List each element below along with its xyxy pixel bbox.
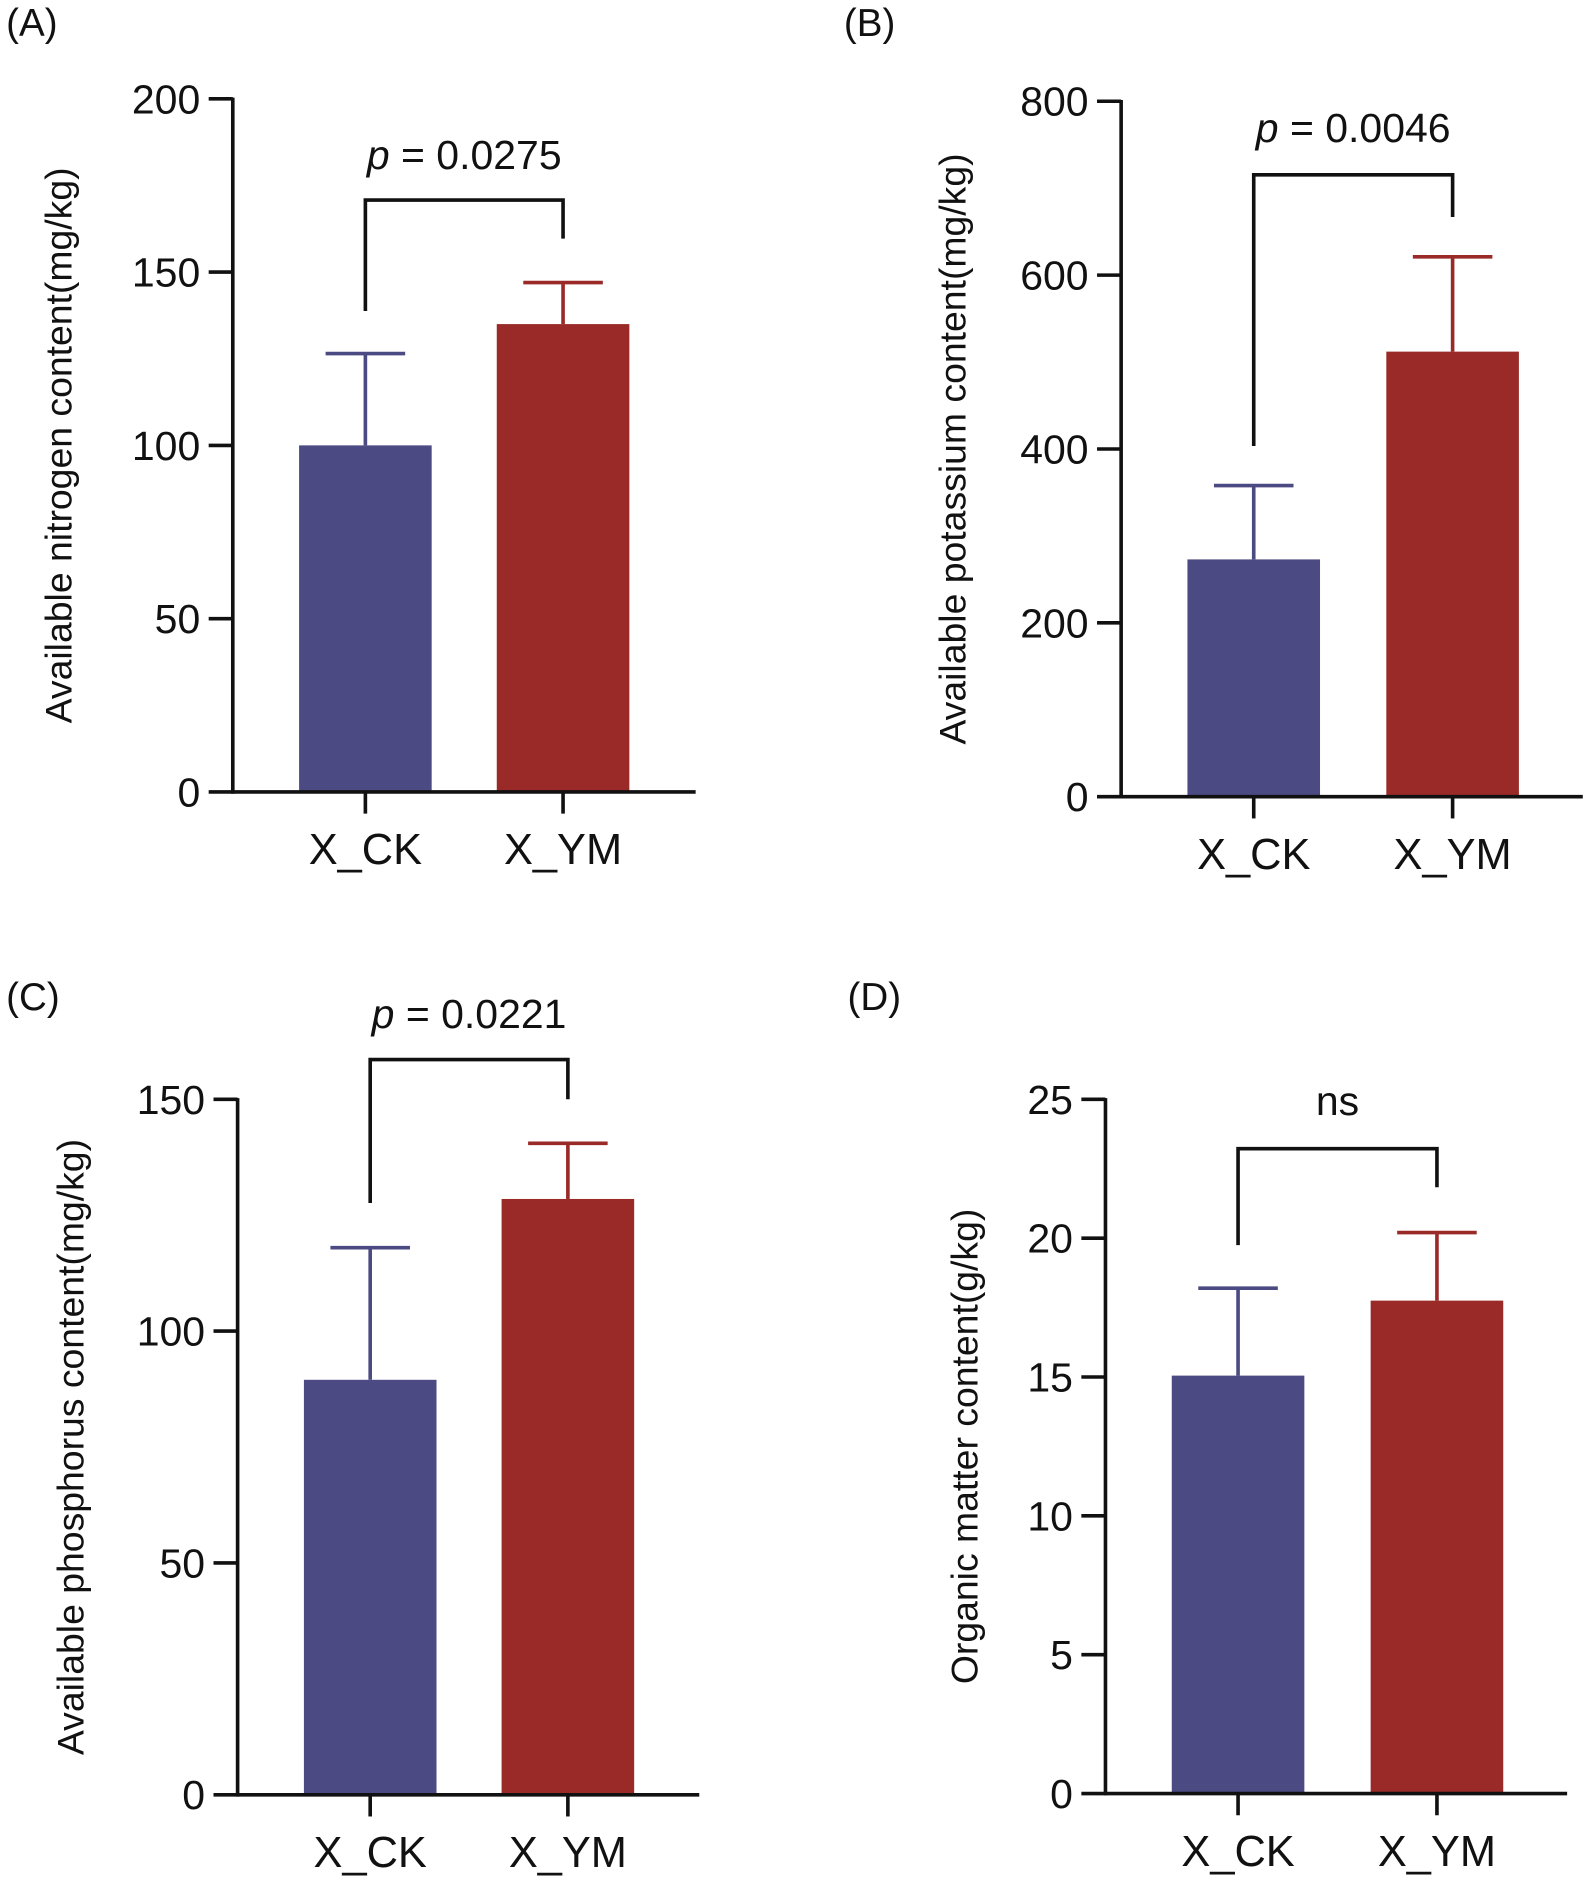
bar-X_CK bbox=[1171, 1375, 1305, 1794]
bar-X_CK bbox=[299, 445, 432, 792]
y-tick-label: 20 bbox=[1027, 1216, 1073, 1262]
y-tick-label: 0 bbox=[1050, 1771, 1073, 1817]
significance-bracket bbox=[1251, 172, 1455, 446]
significance-annotation: p = 0.0275 bbox=[365, 132, 562, 178]
significance-annotation: p = 0.0046 bbox=[1254, 105, 1451, 151]
y-tick-label: 0 bbox=[1066, 774, 1089, 820]
y-tick-label: 25 bbox=[1027, 1077, 1073, 1123]
x-tick-label: X_YM bbox=[1394, 831, 1512, 879]
bar-X_CK bbox=[1187, 559, 1321, 797]
y-tick-label: 10 bbox=[1027, 1493, 1073, 1539]
y-axis-label: Available nitrogen content(mg/kg) bbox=[37, 167, 79, 723]
y-tick-label: 100 bbox=[132, 423, 200, 469]
x-tick-label: X_CK bbox=[1197, 831, 1310, 879]
y-axis-label: Available potassium content(mg/kg) bbox=[932, 153, 974, 744]
y-tick-label: 5 bbox=[1050, 1632, 1073, 1678]
panel-label: (B) bbox=[844, 2, 895, 45]
chart-panel-3: (D) X_CK X_YM 0 5 10 15 20 25 Organic matter cont… bbox=[848, 976, 1568, 1876]
x-tick-label: X_CK bbox=[309, 826, 422, 874]
y-axis-label: Available phosphorus content(mg/kg) bbox=[49, 1139, 91, 1755]
bar-X_CK bbox=[303, 1379, 437, 1795]
significance-bracket bbox=[368, 1057, 570, 1203]
p-value: = 0.0046 bbox=[1279, 105, 1451, 151]
x-tick-label: X_YM bbox=[1378, 1828, 1496, 1876]
significance-bracket bbox=[1236, 1146, 1439, 1246]
panel-label: (D) bbox=[848, 976, 902, 1019]
y-tick-label: 0 bbox=[182, 1772, 205, 1818]
p-value: ns bbox=[1316, 1078, 1359, 1124]
p-symbol: p bbox=[1254, 105, 1279, 151]
panel-label: (C) bbox=[6, 976, 60, 1019]
chart-panel-1: (B) X_CK X_YM 0 200 400 600 800 Available potass… bbox=[844, 2, 1583, 879]
x-tick-label: X_CK bbox=[314, 1829, 427, 1877]
panel-label: (A) bbox=[6, 2, 57, 45]
significance-annotation: ns bbox=[1316, 1078, 1359, 1124]
x-tick-label: X_YM bbox=[509, 1829, 627, 1877]
y-tick-label: 400 bbox=[1020, 426, 1088, 472]
p-symbol: p bbox=[365, 132, 390, 178]
significance-annotation: p = 0.0221 bbox=[370, 991, 567, 1037]
bar-X_YM bbox=[501, 1198, 635, 1795]
x-tick-label: X_YM bbox=[504, 826, 622, 874]
y-tick-label: 100 bbox=[137, 1309, 205, 1355]
y-tick-label: 200 bbox=[132, 76, 200, 122]
y-tick-label: 200 bbox=[1020, 600, 1088, 646]
y-tick-label: 800 bbox=[1020, 79, 1088, 125]
y-tick-label: 50 bbox=[159, 1540, 205, 1586]
bar-X_YM bbox=[1370, 1300, 1504, 1794]
y-tick-label: 0 bbox=[177, 769, 200, 815]
p-symbol: p bbox=[370, 991, 395, 1037]
chart-panel-0: (A) X_CK X_YM 0 50 100 150 200 Available nitroge… bbox=[6, 2, 696, 874]
significance-bracket bbox=[363, 198, 565, 311]
chart-panel-2: (C) X_CK X_YM 0 50 100 150 Available phosphorus… bbox=[6, 976, 700, 1877]
y-tick-label: 150 bbox=[132, 250, 200, 296]
y-tick-label: 15 bbox=[1027, 1354, 1073, 1400]
x-tick-label: X_CK bbox=[1181, 1828, 1294, 1876]
p-value: = 0.0275 bbox=[390, 132, 562, 178]
bar-X_YM bbox=[496, 324, 630, 792]
y-tick-label: 150 bbox=[137, 1077, 205, 1123]
y-tick-label: 50 bbox=[155, 596, 201, 642]
bar-X_YM bbox=[1386, 351, 1519, 797]
y-axis-label: Organic matter content(g/kg) bbox=[944, 1209, 986, 1684]
y-tick-label: 600 bbox=[1020, 253, 1088, 299]
p-value: = 0.0221 bbox=[394, 991, 566, 1037]
